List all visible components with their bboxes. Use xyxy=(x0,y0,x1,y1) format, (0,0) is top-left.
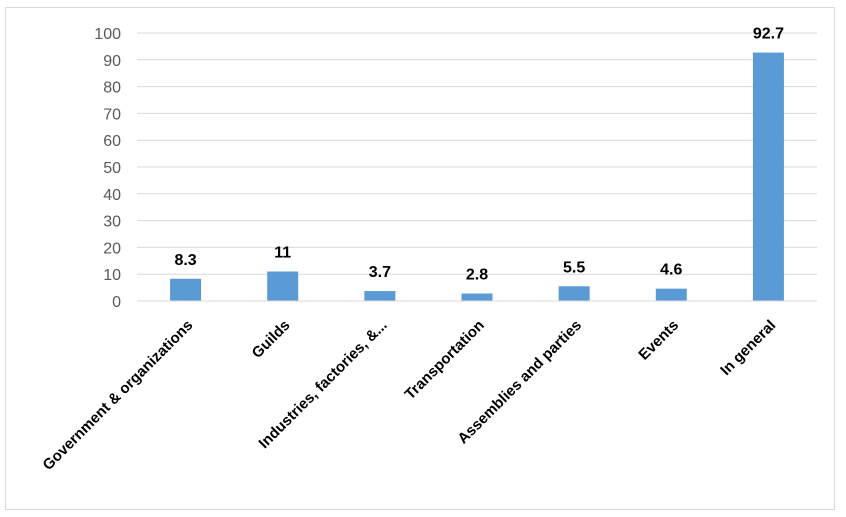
y-tick-label: 0 xyxy=(112,294,121,311)
y-tick-label: 100 xyxy=(94,26,121,43)
data-label: 92.7 xyxy=(753,26,784,43)
y-tick-label: 60 xyxy=(103,133,121,150)
bar xyxy=(558,286,590,301)
category-label: Events xyxy=(635,317,682,364)
category-label: Government & organizations xyxy=(39,317,196,474)
bar xyxy=(655,288,687,301)
y-tick-label: 40 xyxy=(103,187,121,204)
y-tick-label: 10 xyxy=(103,267,121,284)
y-tick-label: 80 xyxy=(103,80,121,97)
bar xyxy=(461,293,493,301)
chart-frame xyxy=(5,7,835,510)
y-tick-label: 70 xyxy=(103,106,121,123)
data-label: 2.8 xyxy=(466,266,488,283)
bar xyxy=(752,52,784,302)
y-tick-label: 20 xyxy=(103,240,121,257)
category-label: Guilds xyxy=(249,317,294,362)
y-tick-label: 50 xyxy=(103,160,121,177)
data-label: 4.6 xyxy=(660,262,682,279)
bar xyxy=(170,278,202,301)
category-label: Transportation xyxy=(402,317,488,403)
category-label: In general xyxy=(717,317,779,379)
data-label: 3.7 xyxy=(369,264,391,281)
y-tick-label: 30 xyxy=(103,214,121,231)
data-label: 11 xyxy=(274,245,291,262)
data-label: 8.3 xyxy=(174,252,196,269)
bar xyxy=(267,271,299,301)
y-tick-label: 90 xyxy=(103,53,121,70)
bar xyxy=(364,291,396,301)
data-label: 5.5 xyxy=(563,259,585,276)
